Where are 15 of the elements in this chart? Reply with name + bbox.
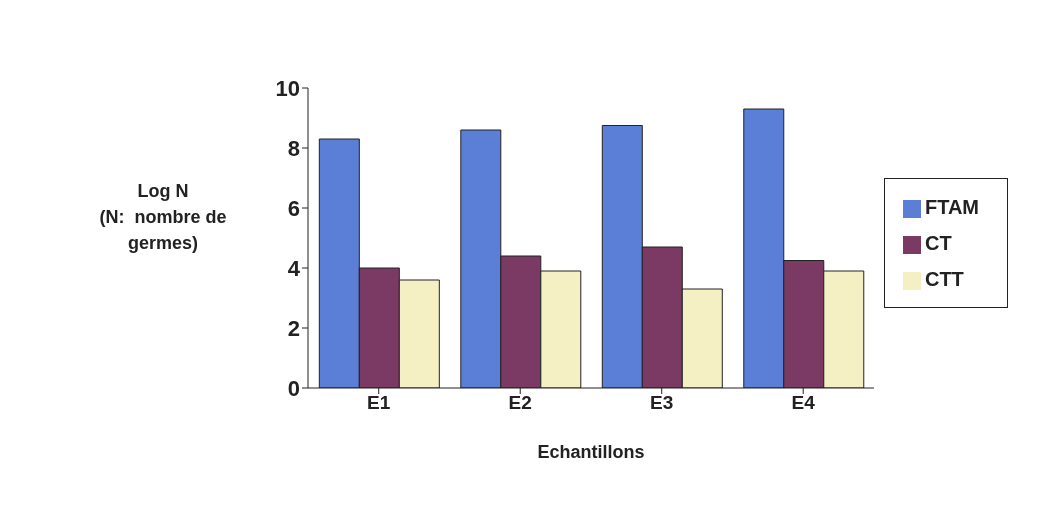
x-tick-label: E3 bbox=[650, 392, 674, 414]
legend-label: CT bbox=[924, 232, 952, 254]
y-tick-label: 10 bbox=[275, 75, 300, 101]
y-tick-label: 8 bbox=[287, 135, 300, 161]
x-tick-label: E1 bbox=[367, 392, 391, 414]
y-tick-label: 4 bbox=[287, 255, 301, 281]
x-tick-label: E2 bbox=[508, 392, 532, 414]
legend-label: FTAM bbox=[924, 196, 979, 218]
y-tick-label: 0 bbox=[287, 375, 300, 401]
y-axis-title: Log N (N: nombre de germes) bbox=[98, 180, 228, 255]
y-tick-label: 2 bbox=[287, 315, 300, 341]
x-axis-title: Echantillons bbox=[537, 442, 645, 462]
legend-label: CTT bbox=[924, 268, 964, 290]
x-tick-label: E4 bbox=[791, 392, 816, 414]
y-tick-label: 6 bbox=[287, 195, 300, 221]
